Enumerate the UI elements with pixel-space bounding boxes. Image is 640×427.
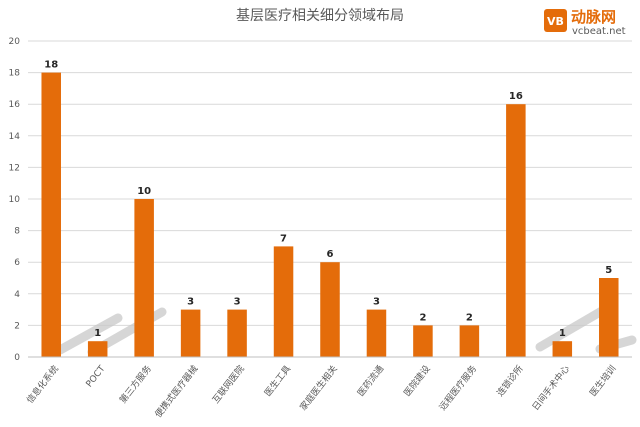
y-tick-label: 8 <box>14 227 20 237</box>
logo: VB 动脉网 vcbeat.net <box>544 8 626 37</box>
data-label: 2 <box>419 312 426 323</box>
bar <box>459 325 480 357</box>
data-label: 3 <box>187 297 194 308</box>
y-tick-label: 0 <box>14 353 20 363</box>
data-label: 1 <box>94 328 101 339</box>
bar <box>320 262 340 357</box>
bar <box>552 341 573 357</box>
x-tick-label: 互联网医院 <box>210 363 247 406</box>
data-label: 5 <box>605 265 612 276</box>
bar <box>413 325 433 357</box>
data-label: 10 <box>137 186 151 197</box>
bars <box>41 72 619 357</box>
data-label: 16 <box>509 91 523 102</box>
y-tick-label: 10 <box>9 195 21 205</box>
y-tick-label: 6 <box>14 258 20 268</box>
x-tick-label: 便携式医疗器械 <box>152 363 200 420</box>
data-label: 2 <box>466 312 473 323</box>
data-label: 7 <box>280 233 287 244</box>
shadow-streak <box>55 313 123 355</box>
x-tick-label: POCT <box>85 364 108 390</box>
x-tick-label: 医院建设 <box>401 363 433 399</box>
bar <box>366 309 387 357</box>
data-label: 18 <box>44 60 58 71</box>
logo-mark-text: VB <box>547 15 564 28</box>
x-tick-label: 医药流通 <box>355 363 387 399</box>
data-label: 3 <box>234 297 241 308</box>
logo-name-en: vcbeat.net <box>572 26 626 37</box>
x-tick-label: 医生培训 <box>587 363 619 399</box>
chart-title: 基层医疗相关细分领域布局 <box>236 7 404 24</box>
y-tick-label: 2 <box>14 321 20 331</box>
x-axis-labels: 信息化系统 POCT 第三方服务 便携式医疗器械 互联网医院 医生工具 家庭医生相关 医药流通… <box>24 363 619 420</box>
x-tick-label: 日间手术中心 <box>529 363 572 413</box>
x-tick-label: 家庭医生相关 <box>297 363 340 413</box>
data-label: 3 <box>373 297 380 308</box>
x-tick-label: 医生工具 <box>262 363 294 399</box>
bar <box>599 278 619 357</box>
bar <box>41 72 61 357</box>
y-tick-label: 4 <box>14 290 20 300</box>
x-tick-label: 第三方服务 <box>117 363 154 406</box>
y-axis-ticks: 0 2 4 6 8 10 12 14 16 18 20 <box>9 37 21 363</box>
bar <box>87 341 108 357</box>
y-tick-label: 20 <box>9 37 21 47</box>
data-label: 6 <box>327 249 334 260</box>
data-label: 1 <box>559 328 566 339</box>
y-tick-label: 12 <box>9 163 20 173</box>
x-tick-label: 连锁诊所 <box>494 363 526 399</box>
y-tick-label: 16 <box>9 100 21 110</box>
data-labels: 18 1 10 3 3 7 6 3 2 2 16 1 5 <box>44 60 612 340</box>
x-tick-label: 信息化系统 <box>24 363 61 406</box>
logo-name-cn: 动脉网 <box>571 8 616 26</box>
bar <box>180 309 201 357</box>
bar <box>506 104 526 357</box>
x-tick-label: 远程医疗服务 <box>436 363 479 413</box>
logo-mark-icon <box>544 9 567 32</box>
bar <box>227 309 247 357</box>
y-tick-label: 14 <box>9 132 21 142</box>
bar <box>134 199 154 357</box>
bar <box>273 246 294 357</box>
y-tick-label: 18 <box>9 69 21 79</box>
